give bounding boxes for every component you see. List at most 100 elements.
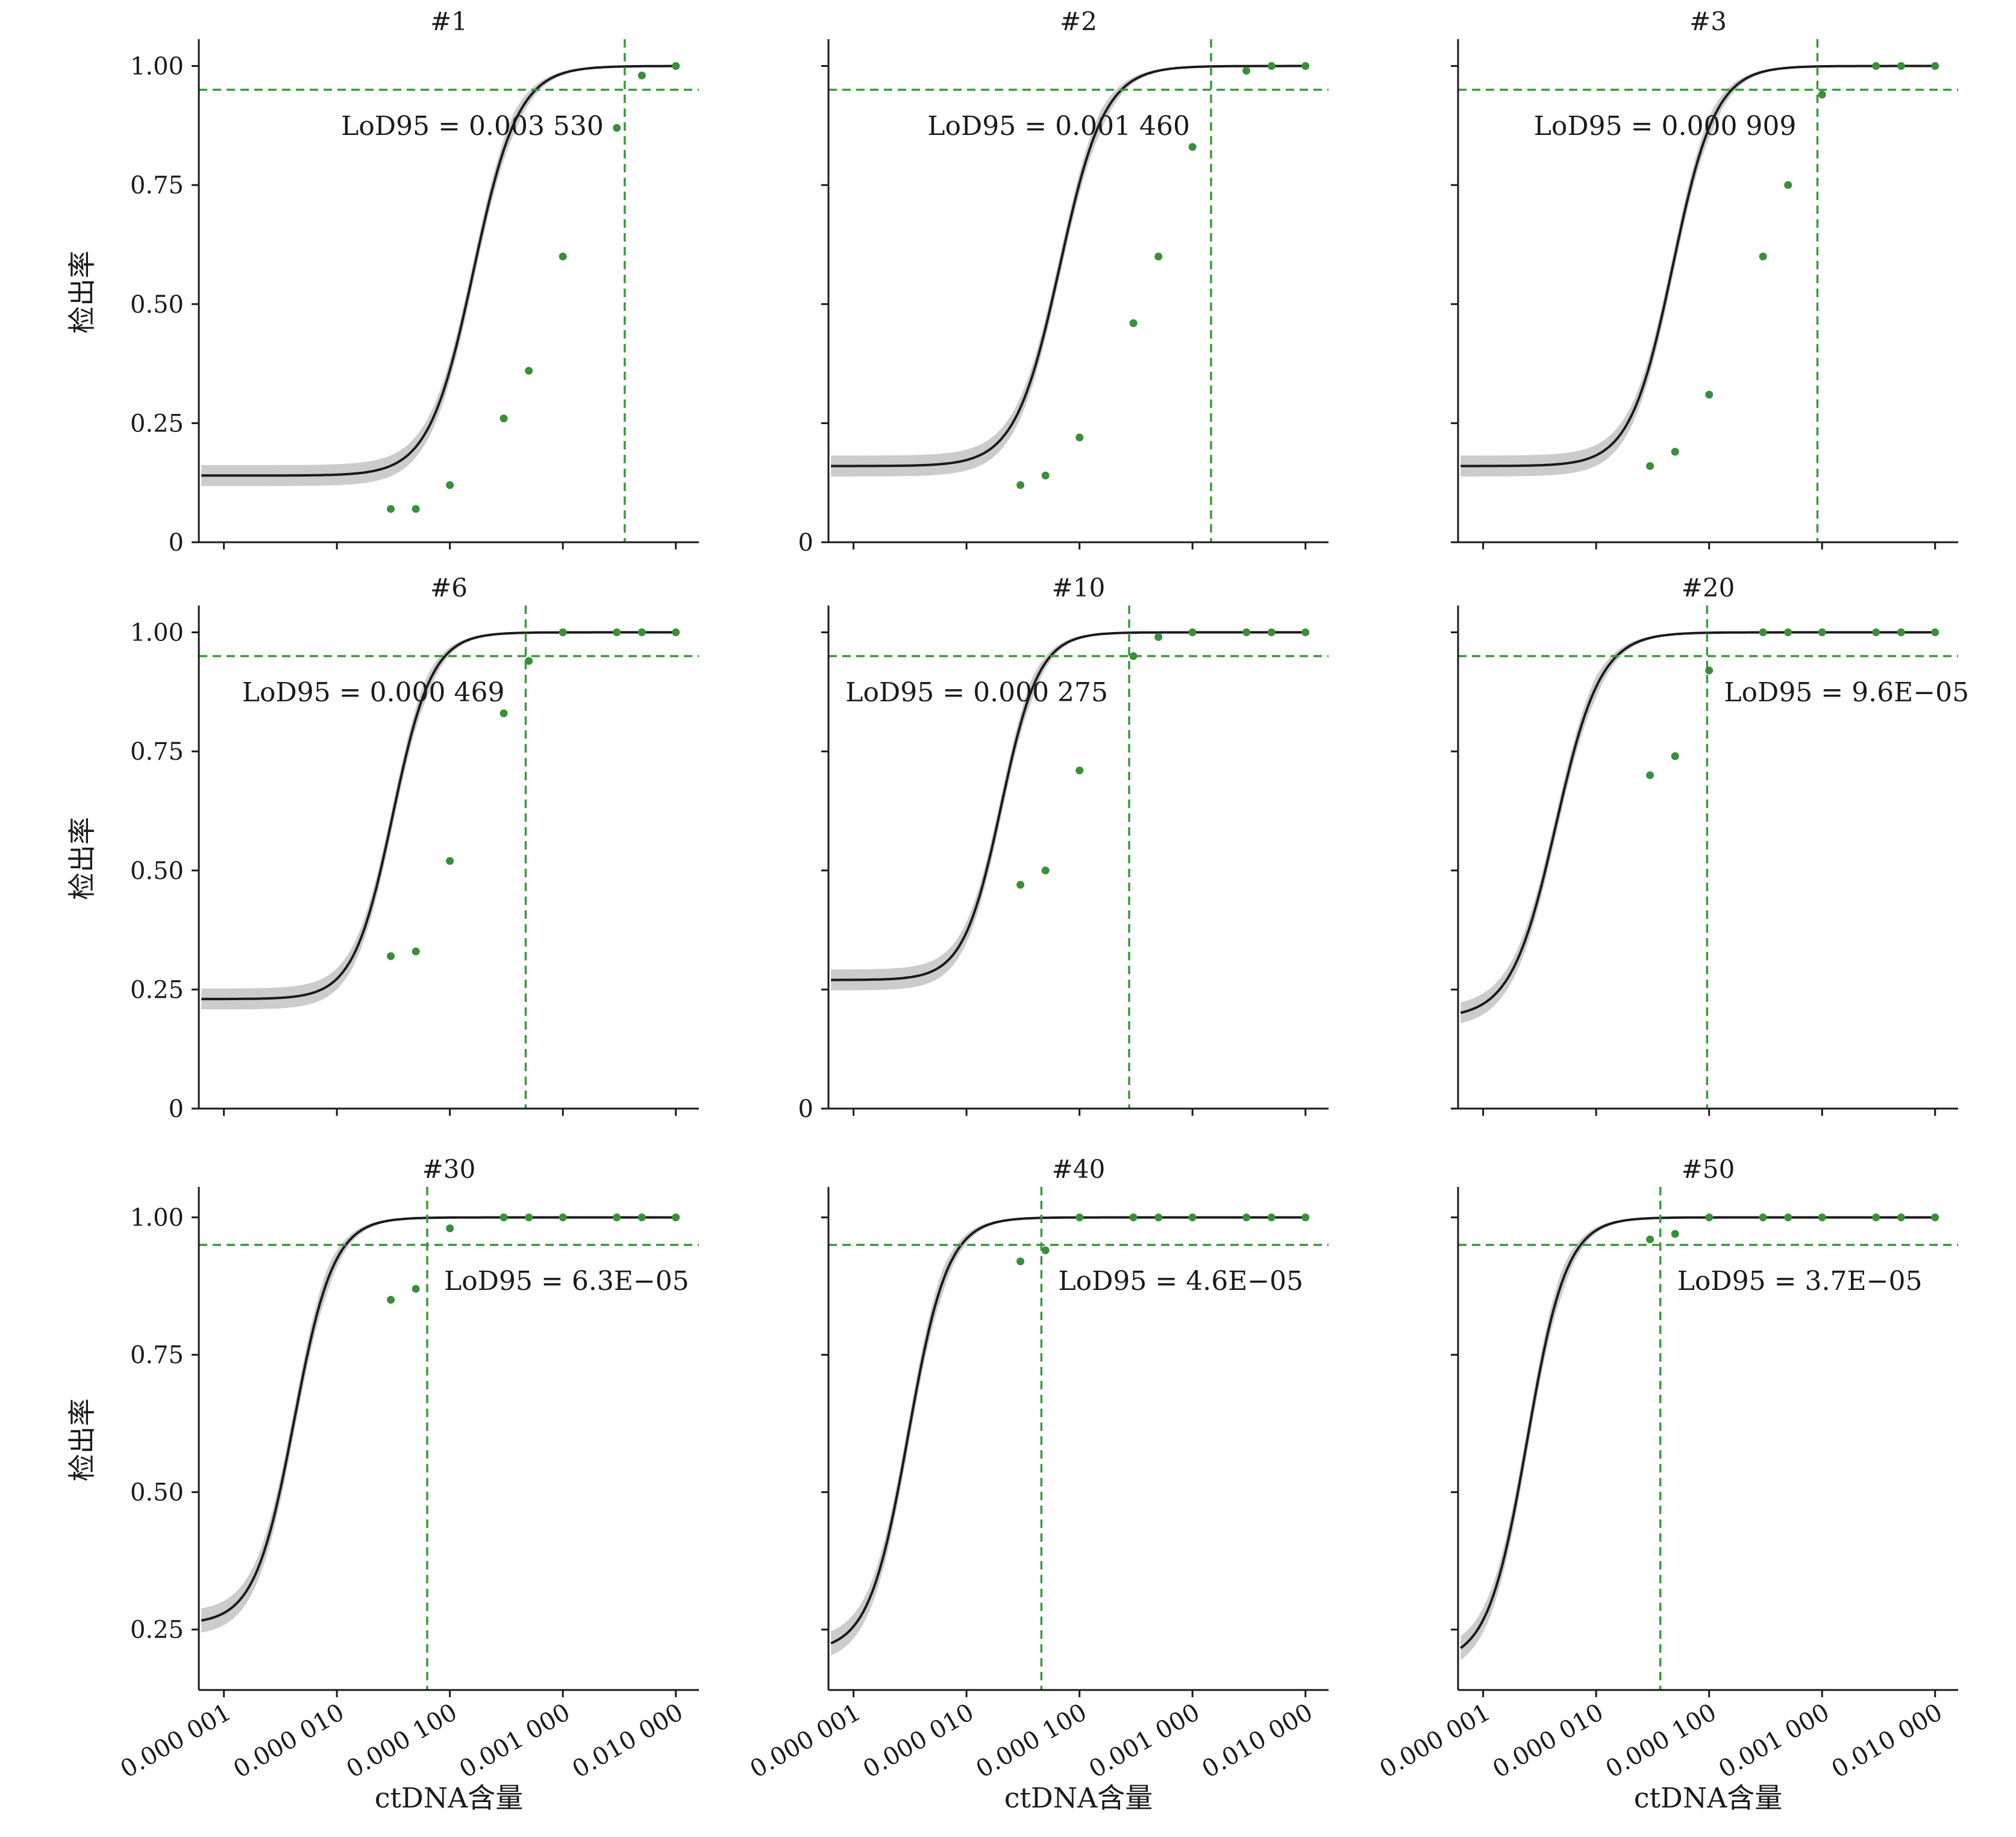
data-point: [1267, 62, 1276, 70]
y-tick-label: 1.00: [130, 1204, 184, 1232]
x-tick-label: 0.000 001: [116, 1698, 236, 1784]
data-point: [1671, 752, 1679, 760]
fit-curve: [831, 64, 1306, 468]
y-tick-label: 0.75: [130, 738, 184, 766]
x-axis-label: ctDNA含量: [1004, 1782, 1153, 1814]
data-point: [1784, 181, 1792, 189]
data-point: [1872, 1213, 1880, 1222]
panel-3: #3 LoD95 = 0.000 909: [1451, 7, 1958, 549]
panel-title: #50: [1682, 1154, 1735, 1184]
y-tick-label: 0: [169, 529, 184, 557]
data-point: [1301, 62, 1310, 70]
data-point: [1129, 1213, 1138, 1222]
x-axis-label: ctDNA含量: [375, 1782, 524, 1814]
data-point: [387, 952, 395, 960]
x-tick-label: 0.000 010: [229, 1698, 349, 1784]
y-tick-label: 0: [798, 1095, 813, 1123]
y-tick-label: 1.00: [130, 53, 184, 81]
data-point: [672, 628, 680, 636]
lod95-annotation: LoD95 = 0.000 275: [845, 677, 1108, 708]
data-point: [1784, 1213, 1792, 1222]
data-point: [412, 1285, 420, 1293]
y-tick-label: 0.25: [130, 410, 184, 437]
y-tick-label: 1.00: [130, 619, 184, 647]
lod95-annotation: LoD95 = 9.6E−05: [1724, 677, 1969, 708]
y-tick-label: 0.25: [130, 976, 184, 1004]
x-tick-label: 0.001 000: [1085, 1698, 1204, 1784]
data-point: [1242, 1213, 1251, 1222]
panel-title: #3: [1689, 7, 1727, 36]
x-axis-label: ctDNA含量: [1634, 1782, 1783, 1814]
x-tick-label: 0.010 000: [1197, 1698, 1317, 1784]
panel-1: 0 0.25 0.50 0.75 1.00 #1 LoD95 = 0.003 530 检出率: [66, 7, 699, 557]
data-point: [1075, 766, 1084, 775]
panel-20: #20 LoD95 = 9.6E−05: [1451, 573, 1969, 1116]
data-point: [1267, 1213, 1276, 1222]
data-point: [525, 1213, 533, 1222]
data-point: [412, 505, 420, 513]
panel-10: 0 #10 LoD95 = 0.000 275: [798, 573, 1329, 1123]
data-point: [1075, 1213, 1084, 1222]
data-point: [1705, 666, 1714, 675]
lod95-annotation: LoD95 = 0.003 530: [341, 111, 604, 142]
data-point: [1931, 62, 1939, 70]
data-point: [1016, 481, 1025, 489]
data-point: [1784, 628, 1792, 636]
confidence-band: [201, 1217, 676, 1633]
lod95-annotation: LoD95 = 3.7E−05: [1677, 1266, 1923, 1297]
panel-title: #40: [1052, 1154, 1106, 1184]
panel-title: #2: [1060, 7, 1097, 36]
data-point: [1897, 62, 1905, 70]
data-point: [1671, 1230, 1679, 1238]
data-point: [525, 657, 533, 665]
data-point: [672, 62, 680, 70]
panel-2: 0 #2 LoD95 = 0.001 460: [798, 7, 1329, 557]
data-point: [1897, 1213, 1905, 1222]
fit-curve: [1459, 1216, 1935, 1650]
y-axis-label: 检出率: [66, 817, 98, 900]
data-point: [1267, 628, 1276, 636]
data-point: [446, 857, 454, 865]
data-point: [1931, 1213, 1939, 1222]
lod95-annotation: LoD95 = 0.001 460: [927, 111, 1190, 142]
y-axis-label: 检出率: [66, 1398, 98, 1482]
lod95-annotation: LoD95 = 0.000 909: [1534, 111, 1797, 142]
data-point: [1759, 252, 1767, 261]
panel-6: 0 0.25 0.50 0.75 1.00 #6 LoD95 = 0.000 469 检出率: [66, 573, 699, 1123]
data-point: [613, 628, 621, 636]
data-point: [1242, 628, 1251, 636]
data-point: [1242, 66, 1251, 75]
x-tick-label: 0.010 000: [1827, 1698, 1947, 1784]
lod95-annotation: LoD95 = 0.000 469: [242, 677, 505, 708]
data-point: [1897, 628, 1905, 636]
x-tick-label: 0.010 000: [568, 1698, 687, 1784]
x-tick-label: 0.000 001: [1375, 1698, 1495, 1784]
y-tick-label: 0.50: [130, 1479, 184, 1507]
data-point: [672, 1213, 680, 1222]
data-point: [1129, 319, 1138, 327]
data-point: [637, 71, 646, 80]
data-point: [1301, 628, 1310, 636]
y-tick-label: 0.75: [130, 172, 184, 199]
fit-curve: [1460, 631, 1935, 1014]
data-point: [1154, 633, 1163, 641]
data-point: [1016, 1257, 1025, 1266]
data-point: [637, 1213, 646, 1222]
data-point: [1188, 1213, 1197, 1222]
data-point: [1646, 1235, 1654, 1244]
data-point: [412, 947, 420, 956]
data-point: [1646, 462, 1654, 470]
lod95-annotation: LoD95 = 6.3E−05: [444, 1266, 689, 1297]
data-point: [1188, 628, 1197, 636]
x-tick-label: 0.000 100: [971, 1698, 1091, 1784]
data-point: [1016, 881, 1025, 889]
data-point: [1818, 90, 1826, 99]
data-point: [613, 124, 621, 132]
fit-curve: [830, 1216, 1306, 1645]
data-point: [1818, 628, 1826, 636]
fit-curve: [201, 64, 676, 477]
data-point: [446, 1224, 454, 1233]
y-axis-label: 检出率: [66, 251, 98, 334]
data-point: [387, 1295, 395, 1304]
data-point: [613, 1213, 621, 1222]
